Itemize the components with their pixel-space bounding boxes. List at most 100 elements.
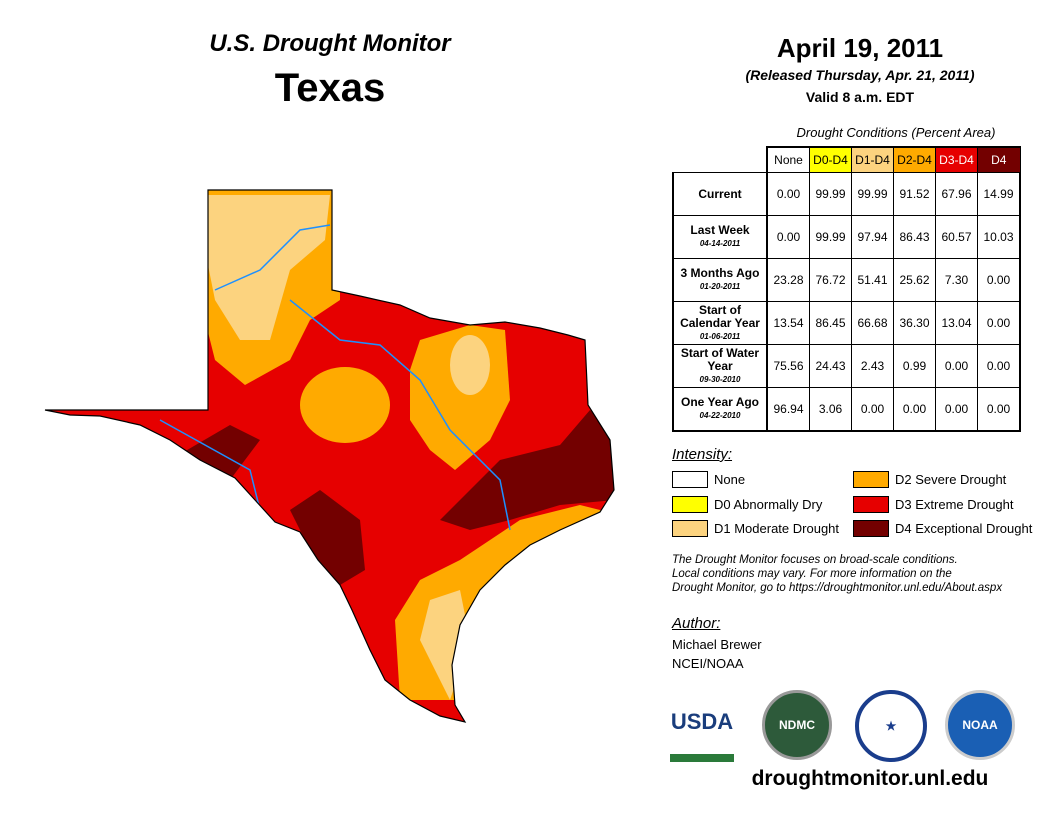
row-label-text: Current <box>698 186 742 201</box>
table-cell: 51.41 <box>851 258 894 302</box>
table-cell: 3.06 <box>809 387 852 432</box>
row-date: 04-22-2010 <box>699 411 741 420</box>
row-label: Current <box>672 172 768 216</box>
row-label: Last Week 04-14-2011 <box>672 215 768 259</box>
legend-swatch <box>853 520 889 537</box>
legend-item: D0 Abnormally Dry <box>672 496 822 513</box>
legend-label: D1 Moderate Drought <box>714 521 840 536</box>
row-label-text: 3 Months Ago <box>680 266 760 280</box>
note-line: Drought Monitor, go to https://droughtmo… <box>672 582 1003 594</box>
table-cell: 7.30 <box>935 258 978 302</box>
table-cell: 0.00 <box>977 258 1021 302</box>
d4-area <box>440 410 614 530</box>
table-row: Current 0.00 99.99 99.99 91.52 67.96 14.99 <box>672 172 1021 216</box>
legend-item: None <box>672 471 745 488</box>
valid-time: Valid 8 a.m. EDT <box>805 89 915 105</box>
row-label: One Year Ago 04-22-2010 <box>672 387 768 432</box>
table-row: 3 Months Ago 01-20-2011 23.28 76.72 51.41 25.… <box>672 258 1021 302</box>
table-cell: 99.99 <box>809 172 852 216</box>
table-cell: 0.00 <box>766 215 810 259</box>
table-cell: 0.99 <box>893 344 936 388</box>
row-label: 3 Months Ago 01-20-2011 <box>672 258 768 302</box>
table-cell: 24.43 <box>809 344 852 388</box>
table-row: Start of Water Year 09-30-2010 75.56 24.43 2… <box>672 344 1021 388</box>
region-title: Texas <box>274 66 386 110</box>
row-date: 04-14-2011 <box>699 239 741 248</box>
note-line: The Drought Monitor focuses on broad-sca… <box>672 554 958 566</box>
legend-swatch <box>672 496 708 513</box>
table-cell: 0.00 <box>851 387 894 432</box>
legend-title: Intensity: <box>672 446 733 463</box>
table-cell: 0.00 <box>893 387 936 432</box>
author-name: Michael Brewer <box>672 637 762 652</box>
table-cell: 0.00 <box>766 172 810 216</box>
table-cell: 75.56 <box>766 344 810 388</box>
author-org: NCEI/NOAA <box>672 656 744 671</box>
row-label: Start of Water Year 09-30-2010 <box>672 344 768 388</box>
col-header: D0-D4 <box>809 146 852 173</box>
d1-area <box>450 335 490 395</box>
table-cell: 66.68 <box>851 301 894 345</box>
table-cell: 25.62 <box>893 258 936 302</box>
table-cell: 91.52 <box>893 172 936 216</box>
legend-label: D4 Exceptional Drought <box>895 521 1033 536</box>
row-label-text: Start of Water Year <box>680 345 760 373</box>
col-header: D1-D4 <box>851 146 894 173</box>
legend-label: D2 Severe Drought <box>895 472 1007 487</box>
author-heading: Author: <box>672 615 721 632</box>
table-cell: 0.00 <box>977 344 1021 388</box>
texas-drought-map <box>44 189 615 723</box>
row-date: 01-06-2011 <box>699 331 741 341</box>
table-cell: 0.00 <box>935 344 978 388</box>
row-label-text: Last Week <box>690 223 750 237</box>
legend-item: D2 Severe Drought <box>853 471 1006 488</box>
table-cell: 99.99 <box>809 215 852 259</box>
ndmc-logo: NDMC <box>762 690 832 760</box>
d4-area <box>290 490 365 585</box>
table-cell: 0.00 <box>977 301 1021 345</box>
table-cell: 99.99 <box>851 172 894 216</box>
noaa-logo: NOAA <box>945 690 1015 760</box>
table-cell: 2.43 <box>851 344 894 388</box>
table-caption: Drought Conditions (Percent Area) <box>796 125 996 140</box>
table-cell: 10.03 <box>977 215 1021 259</box>
legend-swatch <box>672 471 708 488</box>
legend-item: D3 Extreme Drought <box>853 496 1014 513</box>
legend-swatch <box>853 496 889 513</box>
row-label-text: One Year Ago <box>680 395 760 409</box>
col-header: D4 <box>977 146 1021 173</box>
legend-label: D3 Extreme Drought <box>895 497 1014 512</box>
table-cell: 86.45 <box>809 301 852 345</box>
map-date: April 19, 2011 <box>776 33 944 63</box>
col-header: D2-D4 <box>893 146 936 173</box>
table-row: One Year Ago 04-22-2010 96.94 3.06 0.00 0.00 0… <box>672 387 1021 432</box>
table-cell: 0.00 <box>977 387 1021 432</box>
table-row: Start of Calendar Year 01-06-2011 13.54 86.… <box>672 301 1021 345</box>
col-header: None <box>766 146 810 173</box>
legend-item: D4 Exceptional Drought <box>853 520 1032 537</box>
table-cell: 13.54 <box>766 301 810 345</box>
legend-label: D0 Abnormally Dry <box>714 497 823 512</box>
website-url[interactable]: droughtmonitor.unl.edu <box>751 767 989 790</box>
table-cell: 97.94 <box>851 215 894 259</box>
row-date: 01-20-2011 <box>699 282 741 291</box>
commerce-seal-logo: ★ <box>855 690 927 762</box>
usda-logo: USDA <box>670 690 734 762</box>
table-cell: 67.96 <box>935 172 978 216</box>
legend-swatch <box>672 520 708 537</box>
legend-swatch <box>853 471 889 488</box>
table-cell: 86.43 <box>893 215 936 259</box>
legend-item: D1 Moderate Drought <box>672 520 839 537</box>
note-line: Local conditions may vary. For more info… <box>672 568 952 580</box>
d2-area <box>300 367 390 443</box>
legend-label: None <box>714 472 746 487</box>
table-row: Last Week 04-14-2011 0.00 99.99 97.94 86.43 60… <box>672 215 1021 259</box>
table-cell: 76.72 <box>809 258 852 302</box>
table-cell: 60.57 <box>935 215 978 259</box>
col-header: D3-D4 <box>935 146 978 173</box>
disclaimer-note: The Drought Monitor focuses on broad-sca… <box>672 553 1052 595</box>
table-cell: 23.28 <box>766 258 810 302</box>
table-cell: 0.00 <box>935 387 978 432</box>
drought-conditions-table: None D0-D4 D1-D4 D2-D4 D3-D4 D4 Current 0… <box>672 146 1021 432</box>
